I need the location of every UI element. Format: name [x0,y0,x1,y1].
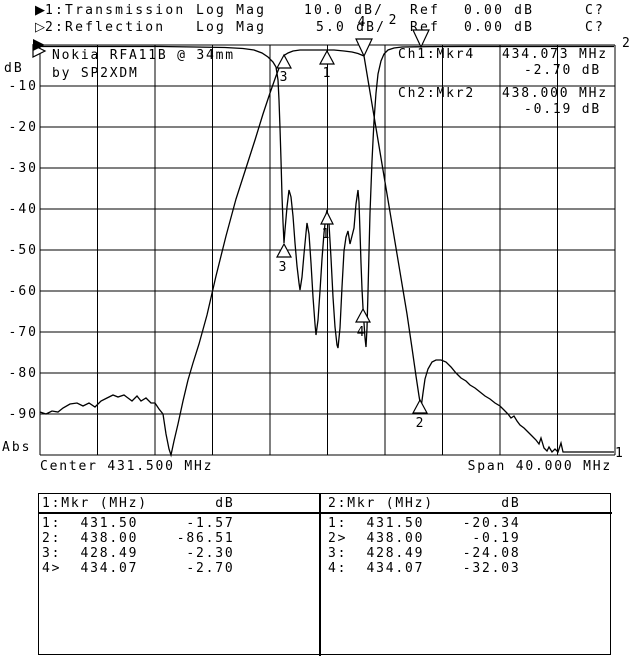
y-tick--70: -70 [8,325,38,340]
y-tick--60: -60 [8,284,38,299]
y-tick--40: -40 [8,202,38,217]
channel-1-cal-status: C? [585,3,606,18]
marker-4-triangle-icon [354,307,372,323]
table-row: 1: 431.50 -20.34 [328,516,521,531]
channel-1-ref-label: Ref [410,3,441,18]
marker-1-label: 1 [323,66,332,81]
y-tick--80: -80 [8,366,38,381]
y-tick--30: -30 [8,161,38,176]
trace-1-transmission [39,49,614,458]
y-tick--90: -90 [8,407,38,422]
channel-2-cal-status: C? [585,20,606,35]
x-axis-center: Center 431.500 MHz [40,459,214,474]
readout-ch1-marker: Ch1:Mkr4 [398,47,476,62]
trace-2-exit-label: 2 [622,36,632,51]
channel-2-label: 2:Reflection [45,20,166,35]
marker-table [38,493,611,655]
marker-2-triangle-icon [411,398,429,414]
marker-2-triangle-icon [412,29,430,49]
marker-1-triangle-icon [320,210,334,225]
ref-level-arrow-ch1-icon [33,39,45,51]
channel-1-header: ▶1:Transmission [35,3,185,18]
channel-1-ref-value: 0.00 dB [464,3,535,18]
readout-ch1-freq: 434.073 MHz [502,47,608,62]
plot-title-line2: by SP2XDM [52,66,139,81]
table-row: 4: 434.07 -32.03 [328,561,521,576]
readout-ch2-marker: Ch2:Mkr2 [398,86,476,101]
plot-title-line1: Nokia RFA11B @ 34mm [52,48,235,63]
marker-3-triangle-icon [275,53,293,69]
readout-ch2-freq: 438.000 MHz [502,86,608,101]
channel-2-header: ▷2:Reflection [35,20,165,35]
marker-4-triangle-icon [355,38,373,58]
marker-4-label: 4 [357,325,366,340]
channel-1-scale: 10.0 dB/ [304,3,385,18]
marker-1-label: 1 [322,227,331,242]
channel-1-label: 1:Transmission [45,3,186,18]
table-row: 2: 438.00 -86.51 [42,531,235,546]
table-row: 2> 438.00 -0.19 [328,531,521,546]
x-axis-span: Span 40.000 MHz [467,459,612,474]
marker-3-label: 3 [280,70,289,85]
marker-table-header-rule [38,512,612,514]
y-tick--10: -10 [8,79,38,94]
y-axis-abs-label: Abs [2,440,32,455]
marker-table-right-header: 2:Mkr (MHz) dB [328,496,521,511]
readout-ch1-value: -2.70 dB [524,63,602,78]
y-tick--20: -20 [8,120,38,135]
table-row: 1: 431.50 -1.57 [42,516,235,531]
channel-2-scale: 5.0 dB/ [316,20,387,35]
active-channel-icon: ▶ [35,3,45,18]
marker-table-left-header: 1:Mkr (MHz) dB [42,496,235,511]
marker-3-triangle-icon [275,242,293,258]
marker-3-label: 3 [279,260,288,275]
table-row: 3: 428.49 -2.30 [42,546,235,561]
table-row: 3: 428.49 -24.08 [328,546,521,561]
inactive-channel-icon: ▷ [35,20,45,35]
trace-1-exit-label: 1 [615,446,625,461]
y-tick--50: -50 [8,243,38,258]
marker-2-label: 2 [389,13,398,28]
marker-2-label: 2 [416,416,425,431]
channel-1-format: Log Mag [196,3,267,18]
channel-2-ref-value: 0.00 dB [464,20,535,35]
marker-4-label: 4 [358,15,367,30]
marker-1-triangle-icon [318,49,336,65]
channel-2-format: Log Mag [196,20,267,35]
graticule [39,44,616,456]
y-axis-unit: dB [4,61,24,76]
readout-ch2-value: -0.19 dB [524,102,602,117]
table-row: 4> 434.07 -2.70 [42,561,235,576]
marker-table-divider [319,493,321,656]
